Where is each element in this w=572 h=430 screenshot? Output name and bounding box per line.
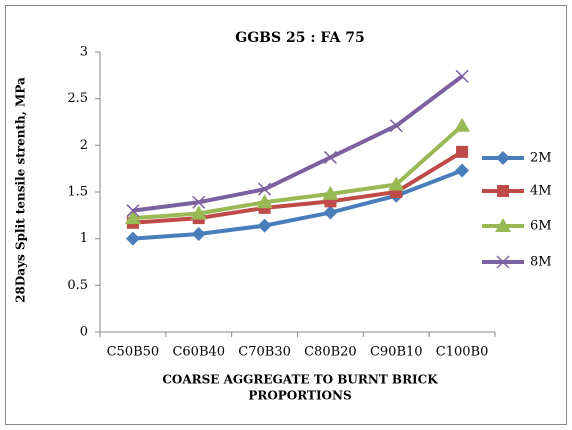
marker bbox=[191, 227, 206, 241]
legend-label: 2M bbox=[530, 151, 552, 166]
legend-label: 6M bbox=[530, 219, 552, 234]
x-axis-title: COARSE AGGREGATE TO BURNT BRICK bbox=[162, 373, 438, 387]
y-tick-label: 2.5 bbox=[67, 91, 88, 106]
y-tick-label: 2 bbox=[80, 138, 88, 153]
series-line bbox=[132, 168, 463, 241]
legend-label: 8M bbox=[530, 255, 552, 270]
x-axis-title: PROPORTIONS bbox=[248, 389, 351, 403]
legend-label: 4M bbox=[530, 184, 552, 199]
marker bbox=[389, 119, 403, 133]
marker bbox=[497, 185, 509, 197]
marker bbox=[124, 210, 141, 225]
y-tick-label: 1.5 bbox=[67, 185, 88, 200]
marker bbox=[456, 145, 469, 158]
x-tick-label: C80B20 bbox=[304, 345, 357, 360]
marker bbox=[388, 176, 405, 191]
marker bbox=[192, 195, 206, 209]
series-line bbox=[132, 74, 464, 213]
marker bbox=[256, 194, 273, 209]
marker bbox=[323, 150, 337, 164]
x-tick-label: C70B30 bbox=[238, 345, 291, 360]
series-line bbox=[132, 124, 464, 221]
marker bbox=[322, 185, 339, 200]
marker bbox=[125, 231, 140, 246]
marker bbox=[126, 204, 140, 218]
marker bbox=[496, 151, 510, 165]
chart-title: GGBS 25 : FA 75 bbox=[235, 30, 364, 46]
marker bbox=[455, 163, 470, 178]
y-axis-title: 28Days Split tensile strenth, MPa bbox=[14, 77, 28, 303]
marker bbox=[496, 255, 510, 269]
marker bbox=[323, 205, 338, 220]
chart-frame bbox=[5, 5, 567, 425]
marker bbox=[258, 182, 272, 196]
x-tick-label: C60B40 bbox=[172, 345, 225, 360]
marker bbox=[495, 218, 511, 232]
y-tick-label: 0.5 bbox=[67, 278, 88, 293]
x-tick-label: C90B10 bbox=[370, 345, 423, 360]
marker bbox=[257, 218, 272, 233]
y-tick-label: 3 bbox=[80, 45, 88, 60]
x-tick-label: C50B50 bbox=[107, 345, 160, 360]
y-tick-label: 0 bbox=[80, 325, 88, 340]
marker bbox=[190, 205, 207, 220]
marker bbox=[455, 69, 469, 83]
y-tick-label: 1 bbox=[80, 231, 88, 246]
series-line bbox=[132, 150, 464, 225]
marker bbox=[454, 117, 471, 132]
x-tick-label: C100B0 bbox=[436, 345, 489, 360]
